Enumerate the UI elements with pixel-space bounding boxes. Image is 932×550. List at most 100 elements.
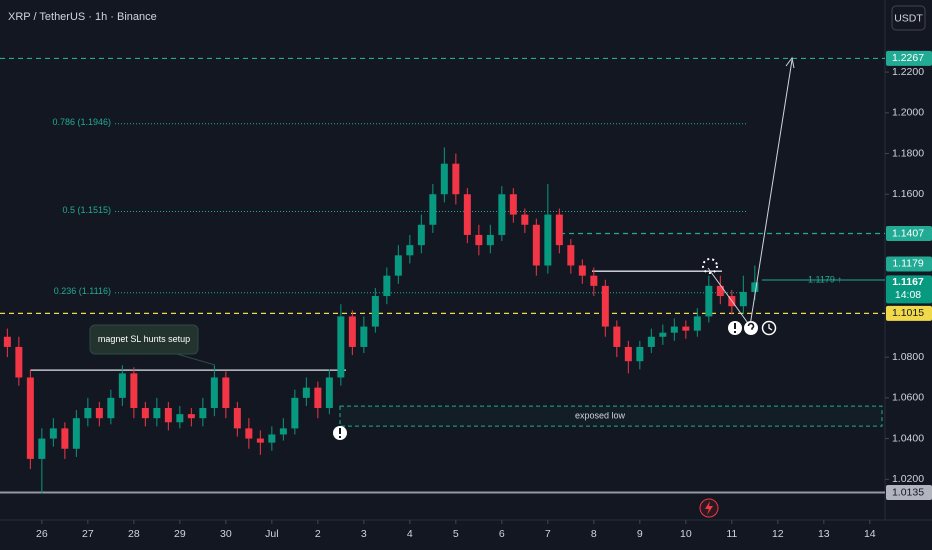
- candle-body: [199, 408, 207, 419]
- candle-body: [84, 408, 92, 419]
- clock-hands: [768, 324, 773, 331]
- fib-label: 0.786 (1.1946): [52, 117, 111, 127]
- candle-body: [141, 408, 149, 419]
- candle-body: [544, 214, 552, 266]
- candle-body: [15, 346, 23, 378]
- candle-body: [555, 214, 563, 246]
- x-tick-label: 29: [174, 528, 186, 540]
- candle-body: [636, 346, 644, 362]
- y-tick-label: 1.1600: [892, 188, 924, 200]
- candle-body: [532, 224, 540, 266]
- last-price-bg: [886, 275, 932, 304]
- candle-body: [624, 346, 632, 362]
- x-tick-label: 2: [315, 528, 321, 540]
- candle-body: [222, 377, 230, 409]
- level-tag: 1.0135: [892, 486, 924, 498]
- candle-body: [325, 377, 333, 409]
- chart-title: XRP / TetherUS · 1h · Binance: [8, 11, 157, 23]
- candle-body: [360, 326, 368, 347]
- candle-body: [95, 408, 103, 419]
- x-tick-label: 26: [36, 528, 48, 540]
- x-tick-label: 3: [361, 528, 367, 540]
- zone: [339, 405, 883, 427]
- candle-body: [72, 418, 80, 449]
- x-tick-label: 11: [726, 528, 737, 540]
- x-tick-label: 9: [637, 528, 643, 540]
- alert-icon-dot: [734, 331, 736, 333]
- currency-label[interactable]: USDT: [894, 12, 923, 24]
- level-tag-bg: [886, 305, 932, 321]
- candle-body: [233, 408, 241, 429]
- alert-label: 1.1179 ↑: [808, 274, 842, 284]
- loading-marker: [702, 258, 718, 274]
- candle-body: [659, 332, 667, 337]
- candle-body: [739, 291, 747, 307]
- candle-body: [498, 194, 506, 235]
- x-tick-label: 30: [220, 528, 232, 540]
- candle-body: [406, 245, 414, 256]
- candle-body: [279, 428, 287, 435]
- last-price: 1.1167: [892, 276, 924, 288]
- currency-button[interactable]: [891, 5, 926, 31]
- candle-body: [567, 245, 575, 266]
- candle-body: [590, 275, 598, 286]
- callout-label: magnet SL hunts setup: [98, 334, 190, 344]
- candle-body: [38, 438, 46, 459]
- candle-body: [153, 408, 161, 419]
- x-tick-label: 10: [680, 528, 692, 540]
- x-tick-label: 5: [453, 528, 459, 540]
- candle-body: [291, 397, 299, 429]
- candle-body: [509, 194, 517, 215]
- y-tick-label: 1.1800: [892, 147, 924, 159]
- x-tick-label: 4: [407, 528, 413, 540]
- level-tag: 1.1407: [892, 227, 924, 239]
- candle-body: [164, 408, 172, 423]
- candle-body: [268, 434, 276, 443]
- candle-body: [245, 428, 253, 439]
- candle-body: [26, 377, 34, 459]
- question-icon-mark: [747, 322, 755, 330]
- y-tick-label: 1.0800: [892, 351, 924, 363]
- candle-body: [486, 234, 494, 246]
- candle-body: [256, 438, 264, 443]
- x-tick-label: 14: [864, 528, 876, 540]
- candle-body: [521, 214, 529, 225]
- news-bolt: [705, 501, 713, 515]
- candle-body: [383, 275, 391, 297]
- x-tick-label: 12: [772, 528, 784, 540]
- candle-body: [302, 387, 310, 398]
- candle-body: [647, 336, 655, 347]
- candle-body: [49, 428, 57, 439]
- x-tick-label: 8: [591, 528, 597, 540]
- y-tick-label: 1.0400: [892, 432, 924, 444]
- x-tick-label: 13: [818, 528, 830, 540]
- candle-body: [682, 326, 690, 331]
- candle-body: [601, 285, 609, 327]
- candle-body: [670, 326, 678, 333]
- candle-body: [578, 265, 586, 276]
- question-icon[interactable]: [744, 321, 758, 335]
- candle-body: [3, 336, 11, 347]
- candle-body: [176, 414, 184, 423]
- plot-layer: 1.0200 1.0400 1.0600 1.0800 1.1600 1.1800 1.20…: [0, 50, 932, 540]
- arrow-head: [785, 56, 795, 69]
- candle-body: [371, 296, 379, 327]
- y-tick-label: 1.0600: [892, 392, 924, 404]
- candle-body: [337, 316, 345, 378]
- candle-body: [452, 163, 460, 195]
- clock-icon[interactable]: [761, 320, 777, 336]
- event-icons: [333, 320, 777, 518]
- y-tick-label: 1.2000: [892, 107, 924, 119]
- x-tick-label: 6: [499, 528, 505, 540]
- candle-body: [440, 163, 448, 195]
- candle-body: [475, 234, 483, 246]
- candle-body: [693, 316, 701, 331]
- level-tag-bg: [886, 485, 932, 501]
- candle-body: [210, 377, 218, 409]
- alert-tag: 1.1179: [892, 258, 923, 270]
- x-tick-label: Jul: [265, 528, 278, 540]
- fib-label: 0.5 (1.1515): [62, 205, 111, 215]
- candle-body: [61, 428, 69, 449]
